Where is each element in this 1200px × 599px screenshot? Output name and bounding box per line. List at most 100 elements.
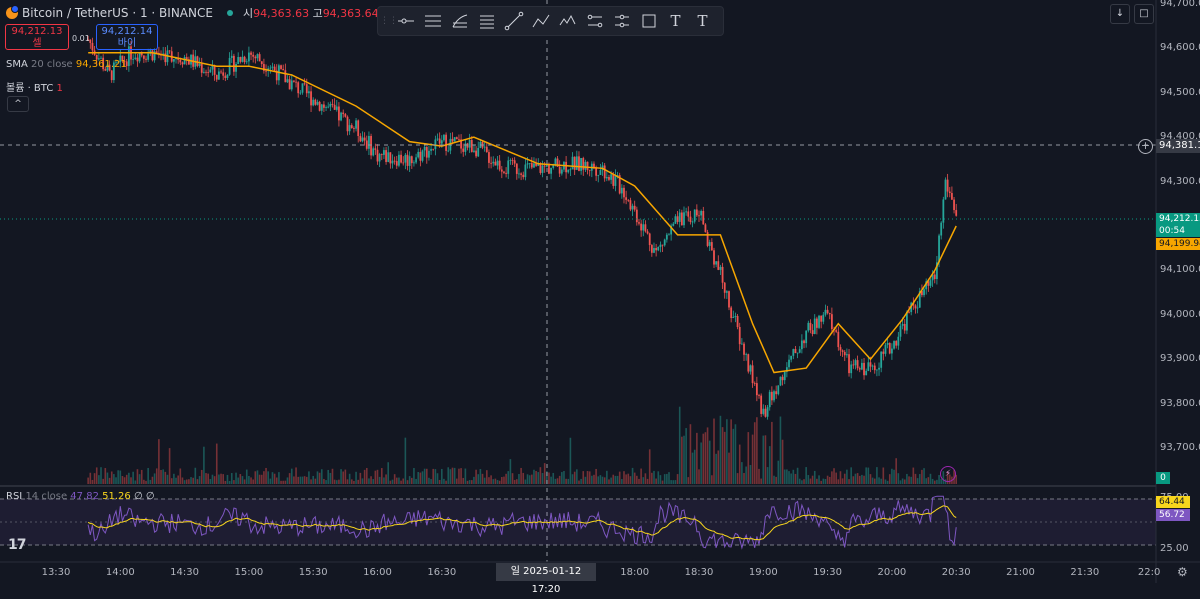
rectangle-icon[interactable]: [635, 7, 662, 35]
candle-body: [668, 234, 670, 236]
candle-body: [190, 54, 192, 65]
candle-body: [820, 315, 823, 322]
candle-body: [839, 347, 842, 351]
horizontal-ray-icon[interactable]: [392, 7, 419, 35]
volume-bar: [413, 468, 415, 484]
volume-bar: [241, 476, 244, 484]
candle-body: [359, 136, 362, 142]
candle-body: [265, 70, 267, 72]
fib-retracement-icon[interactable]: [446, 7, 473, 35]
volume-bar: [151, 476, 154, 484]
candle-body: [541, 165, 544, 173]
time-tick-label: 18:00: [620, 567, 650, 578]
candle-body: [929, 280, 932, 286]
volume-bar: [831, 471, 833, 484]
candle-body: [627, 199, 630, 201]
volume-bar: [496, 480, 499, 484]
volume-bar: [273, 473, 276, 484]
volume-bar: [164, 471, 167, 484]
volume-bar: [893, 469, 895, 484]
download-icon[interactable]: ↓: [1110, 4, 1130, 24]
rsi-legend[interactable]: RSI 14 close 47.82 51.26 ∅ ∅: [6, 491, 155, 502]
volume-bar: [903, 479, 906, 484]
volume-bar: [578, 480, 580, 484]
date-range-icon[interactable]: [581, 7, 608, 35]
volume-bar: [207, 473, 209, 484]
candle-body: [560, 169, 563, 174]
candle-body: [245, 61, 248, 63]
volume-bar: [355, 471, 357, 484]
candle-body: [760, 395, 763, 414]
volume-bar: [398, 477, 400, 484]
volume-bar: [931, 478, 934, 484]
volume-bar: [509, 459, 512, 484]
volume-bar: [938, 475, 940, 484]
volume-bar: [318, 472, 321, 484]
regression-trend-icon[interactable]: [473, 7, 500, 35]
volume-bar: [168, 448, 171, 484]
volume-bar: [621, 479, 623, 484]
volume-bar: [486, 470, 488, 484]
candle-body: [368, 136, 370, 149]
volume-bar: [606, 470, 608, 484]
gear-icon[interactable]: ⚙: [1177, 565, 1188, 579]
trend-line-icon[interactable]: [500, 7, 527, 35]
tradingview-logo[interactable]: 17: [8, 537, 27, 553]
volume-bar: [335, 480, 338, 484]
candle-body: [136, 57, 139, 62]
drag-handle-icon[interactable]: ⋮⋮: [380, 16, 398, 26]
price-range-icon[interactable]: [608, 7, 635, 35]
volume-bar: [438, 479, 441, 484]
candle-body: [747, 354, 750, 372]
time-tick-label: 22:0: [1137, 567, 1161, 578]
elliott-wave-icon[interactable]: [554, 7, 581, 35]
volume-bar: [813, 470, 816, 484]
volume-bar: [533, 469, 535, 484]
anchored-text-icon[interactable]: T: [697, 12, 708, 30]
fullscreen-icon[interactable]: □: [1134, 4, 1154, 24]
candle-body: [323, 104, 325, 108]
candle-body: [365, 140, 368, 149]
candle-body: [220, 71, 222, 73]
volume-bar: [670, 480, 672, 484]
collapse-legend-button[interactable]: ^: [7, 96, 29, 112]
candle-body: [183, 57, 186, 65]
candle-body: [338, 106, 340, 121]
chevron-up-icon: ^: [14, 99, 22, 109]
abcd-pattern-icon[interactable]: [527, 7, 554, 35]
candle-body: [944, 179, 947, 200]
sma-legend[interactable]: SMA 20 close 94,361.21: [6, 59, 127, 70]
candle-body: [145, 58, 147, 60]
volume-legend[interactable]: 볼륨 · BTC 1: [6, 79, 63, 94]
candle-body: [151, 50, 154, 61]
volume-bar: [155, 468, 158, 484]
add-alert-plus-icon[interactable]: +: [1138, 139, 1153, 154]
candle-body: [425, 146, 428, 158]
volume-bar: [809, 478, 812, 484]
candle-body: [157, 52, 160, 54]
volume-bar: [134, 480, 137, 484]
volume-bar: [436, 473, 439, 484]
candle-body: [826, 309, 829, 314]
candle-body: [865, 370, 868, 376]
price-tick-label: 94,300.00: [1160, 175, 1200, 187]
volume-bar: [252, 479, 254, 484]
chart-canvas[interactable]: [0, 0, 1200, 583]
candle-body: [635, 209, 638, 223]
candle-body: [329, 103, 332, 107]
candle-body: [357, 120, 360, 137]
sell-button[interactable]: 94,212.13 셀: [5, 24, 69, 50]
symbol-title[interactable]: Bitcoin / TetherUS · 1 · BINANCE: [22, 6, 213, 20]
time-tick-label: 19:00: [748, 567, 778, 578]
parallel-channel-icon[interactable]: [419, 7, 446, 35]
candle-body: [685, 211, 688, 213]
volume-bars: [87, 406, 957, 484]
volume-bar: [166, 474, 169, 484]
text-tool-icon[interactable]: T: [670, 12, 681, 30]
lightning-icon[interactable]: ⚡: [940, 466, 956, 482]
buy-button[interactable]: 94,212.14 바이: [96, 24, 158, 50]
candle-body: [717, 261, 720, 270]
candle-body: [845, 354, 848, 356]
volume-bar: [393, 474, 396, 484]
candle-body: [224, 75, 227, 78]
